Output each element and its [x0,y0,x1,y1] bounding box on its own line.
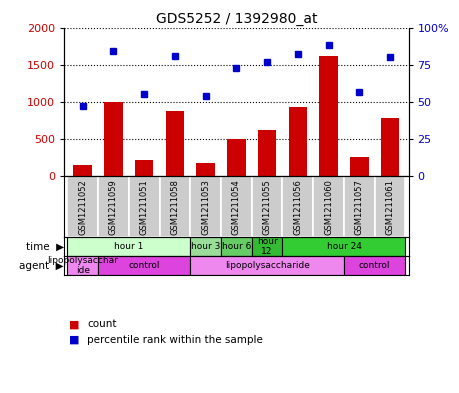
Bar [160,176,190,237]
Bar [350,157,369,176]
Bar [196,163,215,176]
Bar [104,102,123,176]
Text: GSM1211057: GSM1211057 [355,179,364,235]
Bar [73,165,92,176]
Text: GSM1211056: GSM1211056 [293,179,302,235]
Bar [190,256,344,275]
Bar [190,176,221,237]
Text: agent  ▶: agent ▶ [19,261,64,271]
Text: GSM1211060: GSM1211060 [324,179,333,235]
Bar [313,176,344,237]
Bar [282,176,313,237]
Text: control: control [359,261,391,270]
Bar [282,237,405,256]
Bar [67,256,98,275]
Text: lipopolysaccharide: lipopolysaccharide [225,261,309,270]
Text: GSM1211053: GSM1211053 [201,179,210,235]
Bar [135,160,153,176]
Bar [67,237,190,256]
Bar [98,176,129,237]
Bar [258,130,276,176]
Text: hour 1: hour 1 [114,242,144,251]
Text: GSM1211054: GSM1211054 [232,179,241,235]
Bar [319,56,338,176]
Bar [289,107,307,176]
Bar [67,176,98,237]
Text: GSM1211061: GSM1211061 [386,179,395,235]
Title: GDS5252 / 1392980_at: GDS5252 / 1392980_at [156,13,317,26]
Bar [129,176,160,237]
Text: ■: ■ [69,335,79,345]
Text: percentile rank within the sample: percentile rank within the sample [87,335,263,345]
Text: hour 6: hour 6 [222,242,251,251]
Text: hour 3: hour 3 [191,242,220,251]
Text: ■: ■ [69,319,79,329]
Text: lipopolysacchar
ide: lipopolysacchar ide [47,256,118,275]
Bar [221,237,252,256]
Text: hour 24: hour 24 [326,242,361,251]
Bar [344,176,375,237]
Text: GSM1211058: GSM1211058 [170,179,179,235]
Text: control: control [129,261,160,270]
Bar [381,118,399,176]
Text: GSM1211051: GSM1211051 [140,179,149,235]
Bar [98,256,190,275]
Text: count: count [87,319,117,329]
Text: GSM1211059: GSM1211059 [109,179,118,235]
Bar [221,176,252,237]
Bar [166,111,184,176]
Text: GSM1211052: GSM1211052 [78,179,87,235]
Text: time  ▶: time ▶ [26,242,64,252]
Bar [252,237,282,256]
Bar [344,256,405,275]
Bar [252,176,282,237]
Bar [227,139,246,176]
Bar [190,237,221,256]
Text: hour
12: hour 12 [257,237,278,256]
Text: GSM1211055: GSM1211055 [263,179,272,235]
Bar [375,176,405,237]
